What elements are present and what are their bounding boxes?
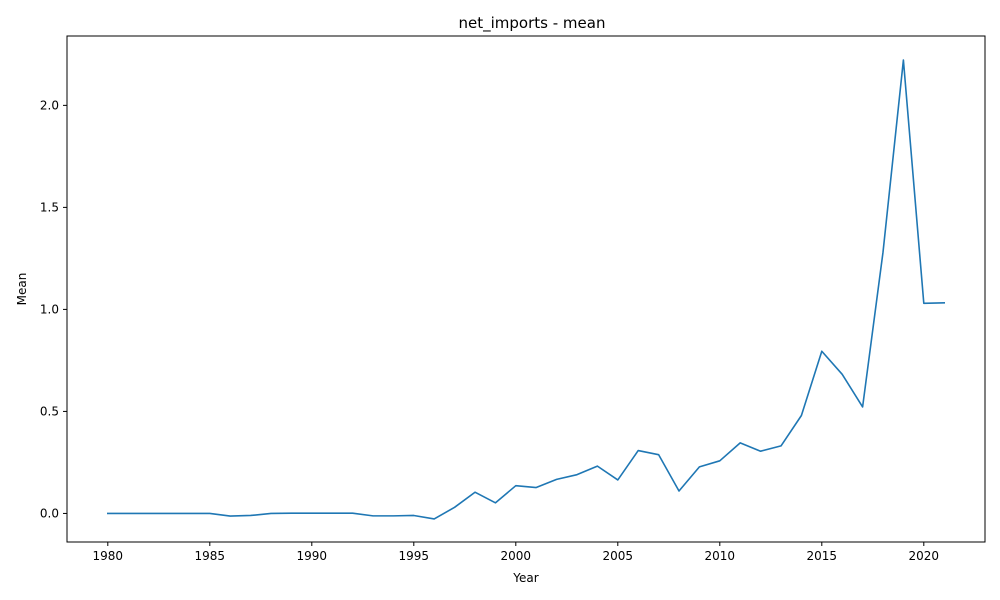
x-tick-label: 1980 <box>93 549 124 563</box>
data-point <box>861 405 865 409</box>
data-point <box>942 301 946 305</box>
data-point <box>840 372 844 376</box>
x-tick-label: 1985 <box>195 549 226 563</box>
data-point <box>453 505 457 509</box>
chart-title: net_imports - mean <box>459 14 606 33</box>
series-line <box>107 59 946 520</box>
data-point <box>514 484 518 488</box>
data-point <box>595 464 599 468</box>
data-point <box>330 511 334 515</box>
data-point <box>534 486 538 490</box>
data-point <box>187 511 191 515</box>
data-point <box>106 511 110 515</box>
data-point <box>432 517 436 521</box>
data-point <box>799 414 803 418</box>
x-tick-label: 1995 <box>399 549 430 563</box>
data-point <box>412 513 416 517</box>
data-point <box>289 511 293 515</box>
data-point <box>126 511 130 515</box>
data-point <box>901 58 905 62</box>
data-point <box>657 453 661 457</box>
y-axis: 0.0 0.5 1.0 1.5 2.0 <box>40 98 67 520</box>
data-point <box>759 449 763 453</box>
x-axis: 1980 1985 1990 1995 2000 2005 2010 2015 2020 <box>93 542 940 563</box>
data-point <box>697 465 701 469</box>
data-point <box>820 349 824 353</box>
data-point <box>575 473 579 477</box>
data-point <box>351 511 355 515</box>
series-group <box>106 58 946 521</box>
data-point <box>228 514 232 518</box>
x-tick-label: 2005 <box>603 549 634 563</box>
y-tick-label: 1.5 <box>40 200 59 214</box>
data-point <box>391 514 395 518</box>
data-point <box>779 444 783 448</box>
data-point <box>881 250 885 254</box>
x-axis-label: Year <box>512 571 538 585</box>
data-point <box>249 513 253 517</box>
data-point <box>677 489 681 493</box>
data-point <box>636 449 640 453</box>
y-tick-label: 0.5 <box>40 404 59 418</box>
y-axis-label: Mean <box>15 273 29 306</box>
data-point <box>718 459 722 463</box>
x-tick-label: 2010 <box>705 549 736 563</box>
data-point <box>310 511 314 515</box>
y-tick-label: 1.0 <box>40 302 59 316</box>
data-point <box>147 511 151 515</box>
data-point <box>616 478 620 482</box>
data-point <box>493 501 497 505</box>
plot-frame <box>66 35 986 543</box>
data-point <box>473 490 477 494</box>
x-tick-label: 2020 <box>909 549 940 563</box>
x-tick-label: 2000 <box>501 549 532 563</box>
data-point <box>555 477 559 481</box>
y-tick-label: 0.0 <box>40 506 59 520</box>
data-point <box>738 441 742 445</box>
data-point <box>922 301 926 305</box>
data-point <box>371 514 375 518</box>
x-tick-label: 2015 <box>807 549 838 563</box>
y-tick-label: 2.0 <box>40 98 59 112</box>
x-tick-label: 1990 <box>297 549 328 563</box>
data-point <box>167 511 171 515</box>
data-point <box>269 511 273 515</box>
data-point <box>208 511 212 515</box>
